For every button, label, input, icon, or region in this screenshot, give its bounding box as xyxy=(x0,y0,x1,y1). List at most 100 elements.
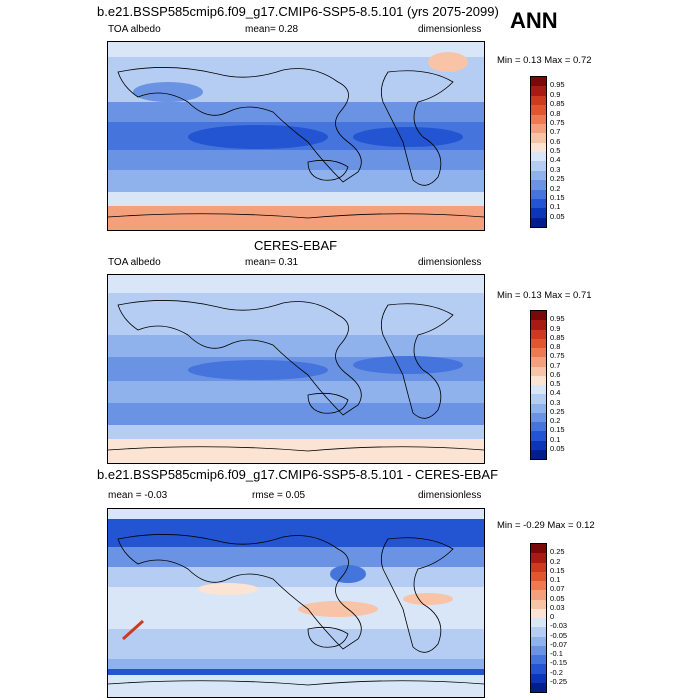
panel-rmse-label: rmse = 0.05 xyxy=(252,490,306,501)
colorbar-tick-label: 0.3 xyxy=(550,164,561,174)
colorbar-tick-label: 0.03 xyxy=(550,602,565,612)
colorbar-swatch xyxy=(531,431,546,441)
colorbar-swatch xyxy=(531,590,546,600)
colorbar-tick-label: 0.9 xyxy=(550,323,561,333)
colorbar-tick-label: 0.25 xyxy=(550,406,565,416)
colorbar-swatch xyxy=(531,77,546,87)
map-panel-obs xyxy=(107,274,485,464)
panel-title-obs: CERES-EBAF xyxy=(254,238,338,253)
colorbar-swatch xyxy=(531,682,546,692)
panel-minmax-label: Min = -0.29 Max = 0.12 xyxy=(497,520,595,531)
colorbar-model xyxy=(530,76,547,228)
panel-minmax-label: Min = 0.13 Max = 0.72 xyxy=(497,55,592,66)
panel-units-label: dimensionless xyxy=(418,24,482,35)
map-panel-diff xyxy=(107,508,485,698)
colorbar-tick-label: 0.15 xyxy=(550,565,565,575)
colorbar-tick-label: -0.15 xyxy=(550,658,568,668)
colorbar-swatch xyxy=(531,152,546,162)
colorbar-swatch xyxy=(531,357,546,367)
colorbar-swatch xyxy=(531,311,546,321)
colorbar-tick-label: 0.4 xyxy=(550,155,561,165)
colorbar-tick-label: 0.4 xyxy=(550,388,561,398)
colorbar-tick-label: -0.25 xyxy=(550,676,568,686)
colorbar-swatch xyxy=(531,553,546,563)
colorbar-tick-label: 0.07 xyxy=(550,584,565,594)
colorbar-swatch xyxy=(531,95,546,106)
colorbar-swatch xyxy=(531,189,546,199)
colorbar-swatch xyxy=(531,562,546,572)
colorbar-swatch xyxy=(531,170,546,181)
panel-mean-label: mean= 0.28 xyxy=(245,24,299,35)
colorbar-tick-label: 0.7 xyxy=(550,360,561,370)
colorbar-swatch xyxy=(531,114,546,124)
panel-title-model: b.e21.BSSP585cmip6.f09_g17.CMIP6-SSP5-8.… xyxy=(97,4,499,19)
colorbar-tick-label: 0.25 xyxy=(550,547,565,557)
colorbar-swatch xyxy=(531,673,546,683)
colorbar-tick-label: 0.5 xyxy=(550,379,561,388)
colorbar-tick-label: 0.05 xyxy=(550,211,565,221)
colorbar-swatch xyxy=(531,403,546,413)
colorbar-tick-label: -0.07 xyxy=(550,639,568,649)
colorbar-labels-diff: 0.25 0.2 0.15 0.1 0.07 0.05 0.03 0 -0.03 -0.05 -0.… xyxy=(550,543,590,691)
colorbar-swatch xyxy=(531,338,546,348)
colorbar-swatch xyxy=(531,636,546,646)
colorbar-swatch xyxy=(531,161,546,171)
colorbar-tick-label: 0.7 xyxy=(550,127,561,137)
colorbar-tick-label: -0.1 xyxy=(550,649,563,658)
colorbar-tick-label: 0.2 xyxy=(550,183,561,193)
colorbar-swatch xyxy=(531,385,546,395)
panel-mean-label: mean = -0.03 xyxy=(108,490,168,501)
panel-units-label: dimensionless xyxy=(418,257,482,268)
colorbar-tick-label: 0.15 xyxy=(550,425,565,435)
colorbar-swatch xyxy=(531,366,546,376)
colorbar-swatch xyxy=(531,664,546,674)
colorbar-labels-model: 0.95 0.9 0.85 0.8 0.75 0.7 0.6 0.5 0.4 0.3 0.25 0.2… xyxy=(550,76,590,226)
colorbar-swatch xyxy=(531,544,546,554)
colorbar-swatch xyxy=(531,142,546,152)
colorbar-tick-label: 0.95 xyxy=(550,80,565,90)
panel-units-label: dimensionless xyxy=(418,490,482,501)
colorbar-tick-label: 0.85 xyxy=(550,332,565,342)
panel-title-diff: b.e21.BSSP585cmip6.f09_g17.CMIP6-SSP5-8.… xyxy=(97,467,499,482)
colorbar-swatch xyxy=(531,180,546,190)
colorbar-swatch xyxy=(531,394,546,404)
colorbar-tick-label: 0.85 xyxy=(550,99,565,109)
colorbar-diff xyxy=(530,543,547,693)
colorbar-tick-label: 0.9 xyxy=(550,89,561,99)
colorbar-tick-label: 0.05 xyxy=(550,443,565,453)
colorbar-obs xyxy=(530,310,547,460)
colorbar-tick-label: 0.95 xyxy=(550,314,565,324)
colorbar-labels-obs: 0.95 0.9 0.85 0.8 0.75 0.7 0.6 0.5 0.4 0.3 0.25 0.2… xyxy=(550,310,590,458)
season-label: ANN xyxy=(510,8,558,33)
colorbar-swatch xyxy=(531,86,546,96)
colorbar-tick-label: -0.2 xyxy=(550,667,563,677)
colorbar-swatch xyxy=(531,198,546,209)
colorbar-tick-label: 0.05 xyxy=(550,593,565,603)
colorbar-swatch xyxy=(531,422,546,432)
colorbar-tick-label: 0.1 xyxy=(550,202,561,212)
colorbar-swatch xyxy=(531,655,546,665)
colorbar-tick-label: 0.75 xyxy=(550,117,565,127)
colorbar-tick-label: 0.3 xyxy=(550,397,561,407)
colorbar-tick-label: 0.25 xyxy=(550,174,565,184)
colorbar-swatch xyxy=(531,329,546,339)
colorbar-swatch xyxy=(531,320,546,330)
colorbar-swatch xyxy=(531,571,546,581)
colorbar-swatch xyxy=(531,618,546,628)
colorbar-swatch xyxy=(531,440,546,450)
colorbar-swatch xyxy=(531,412,546,422)
panel-variable-label: TOA albedo xyxy=(108,24,161,35)
colorbar-tick-label: 0.1 xyxy=(550,575,561,584)
colorbar-swatch xyxy=(531,217,546,227)
colorbar-tick-label: 0.1 xyxy=(550,434,561,444)
colorbar-swatch xyxy=(531,375,546,385)
colorbar-swatch xyxy=(531,449,546,459)
colorbar-tick-label: -0.05 xyxy=(550,630,568,640)
colorbar-swatch xyxy=(531,627,546,637)
colorbar-swatch xyxy=(531,133,546,143)
colorbar-swatch xyxy=(531,208,546,218)
colorbar-tick-label: 0.8 xyxy=(550,342,561,351)
colorbar-tick-label: 0.2 xyxy=(550,556,561,566)
colorbar-tick-label: 0.6 xyxy=(550,136,561,146)
colorbar-swatch xyxy=(531,608,546,618)
